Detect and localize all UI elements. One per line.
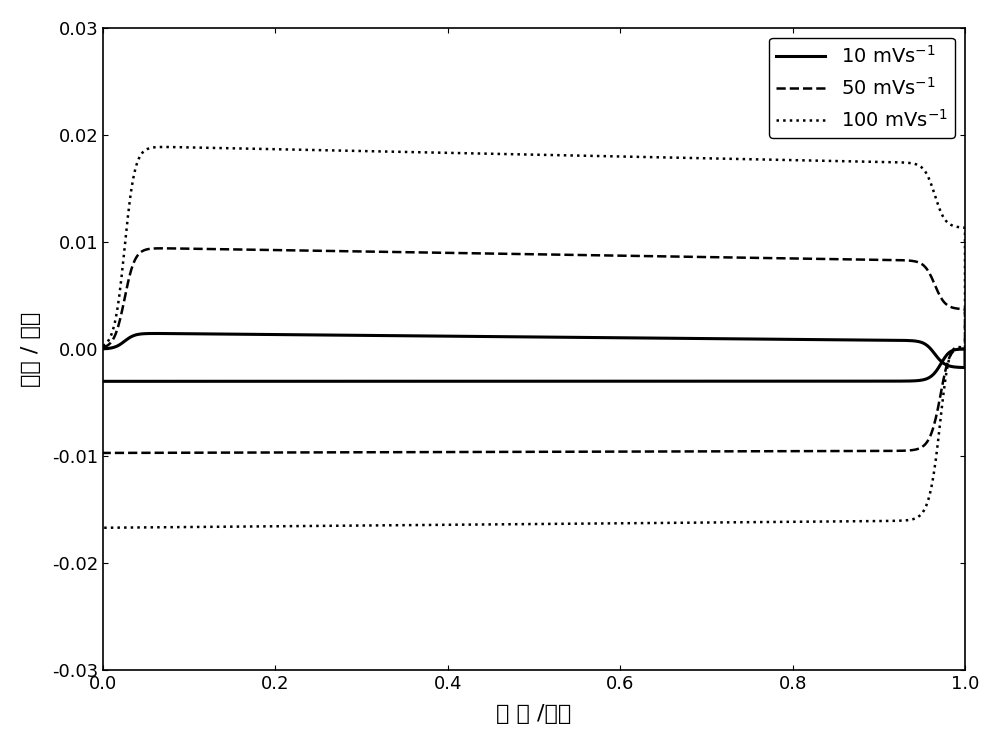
100 mVs$^{-1}$ — [207, 522, 219, 531]
10 mVs$^{-1}$ — [129, 331, 141, 340]
10 mVs$^{-1}$ — [632, 377, 644, 386]
10 mVs$^{-1}$ — [938, 354, 950, 363]
50 mVs$^{-1}$ — [97, 343, 109, 352]
100 mVs$^{-1}$ — [97, 523, 109, 532]
100 mVs$^{-1}$ — [157, 142, 169, 151]
10 mVs$^{-1}$ — [407, 332, 419, 340]
Line: 10 mVs$^{-1}$: 10 mVs$^{-1}$ — [103, 334, 965, 381]
Line: 50 mVs$^{-1}$: 50 mVs$^{-1}$ — [103, 248, 965, 453]
Line: 100 mVs$^{-1}$: 100 mVs$^{-1}$ — [103, 147, 965, 527]
100 mVs$^{-1}$ — [129, 164, 141, 173]
100 mVs$^{-1}$ — [938, 381, 950, 390]
50 mVs$^{-1}$ — [207, 448, 219, 457]
50 mVs$^{-1}$ — [938, 370, 950, 379]
100 mVs$^{-1}$ — [878, 157, 890, 166]
50 mVs$^{-1}$ — [129, 255, 141, 264]
Legend: 10 mVs$^{-1}$, 50 mVs$^{-1}$, 100 mVs$^{-1}$: 10 mVs$^{-1}$, 50 mVs$^{-1}$, 100 mVs$^{… — [769, 37, 955, 139]
10 mVs$^{-1}$ — [878, 336, 890, 345]
10 mVs$^{-1}$ — [207, 377, 219, 386]
100 mVs$^{-1}$ — [97, 341, 109, 350]
X-axis label: 电 压 /伏特: 电 压 /伏特 — [496, 704, 572, 724]
10 mVs$^{-1}$ — [149, 329, 161, 338]
10 mVs$^{-1}$ — [97, 344, 109, 353]
50 mVs$^{-1}$ — [97, 448, 109, 457]
50 mVs$^{-1}$ — [632, 447, 644, 456]
10 mVs$^{-1}$ — [97, 377, 109, 386]
100 mVs$^{-1}$ — [407, 148, 419, 156]
50 mVs$^{-1}$ — [407, 248, 419, 257]
100 mVs$^{-1}$ — [632, 519, 644, 527]
50 mVs$^{-1}$ — [878, 256, 890, 264]
50 mVs$^{-1}$ — [155, 244, 167, 253]
Y-axis label: 电流 / 安培: 电流 / 安培 — [21, 311, 41, 387]
